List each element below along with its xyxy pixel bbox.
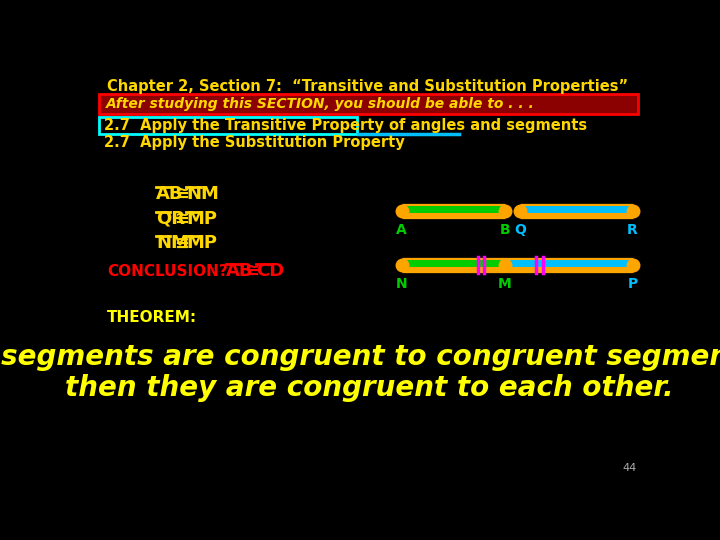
Text: ≅: ≅ (244, 262, 259, 280)
Text: If segments are congruent to congruent segments,: If segments are congruent to congruent s… (0, 343, 720, 372)
Text: 2.7  Apply the Transitive Property of angles and segments: 2.7 Apply the Transitive Property of ang… (104, 118, 587, 133)
Text: After studying this SECTION, you should be able to . . .: After studying this SECTION, you should … (106, 97, 534, 111)
Text: AB: AB (156, 185, 184, 203)
Text: 44: 44 (622, 463, 636, 473)
Text: QR: QR (156, 210, 185, 228)
Text: Chapter 2, Section 7:  “Transitive and Substitution Properties”: Chapter 2, Section 7: “Transitive and Su… (107, 79, 628, 94)
Text: CD: CD (256, 262, 284, 280)
Text: N: N (396, 278, 408, 291)
Text: Q: Q (514, 224, 526, 238)
Text: THEOREM:: THEOREM: (107, 310, 197, 325)
Text: NM: NM (186, 185, 219, 203)
Text: M: M (498, 278, 511, 291)
Text: then they are congruent to each other.: then they are congruent to each other. (65, 374, 673, 402)
Text: ≅: ≅ (174, 210, 189, 228)
Text: NM: NM (156, 234, 189, 252)
Text: R: R (627, 224, 638, 238)
Text: AB: AB (225, 262, 253, 280)
Bar (99, 94, 638, 114)
Text: ≅: ≅ (174, 185, 189, 203)
Text: P: P (627, 278, 638, 291)
Text: MP: MP (186, 210, 217, 228)
Text: 2.7  Apply the Substitution Property: 2.7 Apply the Substitution Property (104, 135, 405, 150)
Text: ≅: ≅ (174, 234, 189, 252)
Text: MP: MP (186, 234, 217, 252)
Text: A: A (396, 224, 407, 238)
Text: B: B (499, 224, 510, 238)
Text: CONCLUSION?: CONCLUSION? (107, 264, 228, 279)
Bar (99, 117, 356, 134)
